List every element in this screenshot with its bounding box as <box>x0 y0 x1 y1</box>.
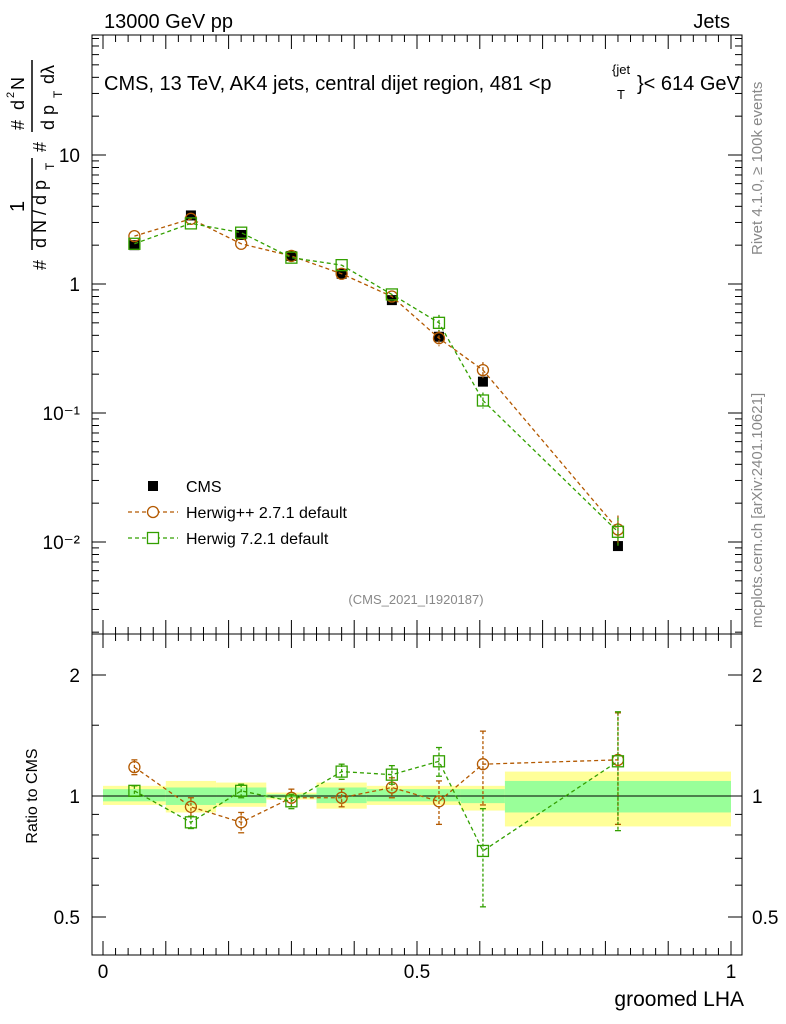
herwigpp-point <box>476 363 490 377</box>
ratio-herwig7-point <box>235 784 248 797</box>
mcplots-text: mcplots.cern.ch [arXiv:2401.10621] <box>749 393 766 628</box>
ratio-y-ticks <box>92 674 742 918</box>
ratio-band-green <box>103 789 166 802</box>
ratio-panel: 0.5 0.51 12 2 0 0.5 1 <box>54 633 779 983</box>
main-title-superscript: {jet <box>612 62 630 77</box>
main-title-text: CMS, 13 TeV, AK4 jets, central dijet reg… <box>104 73 552 95</box>
svg-text:N: N <box>8 77 28 90</box>
legend-item-cms: CMS <box>148 479 222 496</box>
svg-text:d N / d p: d N / d p <box>30 180 50 248</box>
main-y-ticks <box>92 38 742 633</box>
herwigpp-point <box>432 332 446 345</box>
ratio-y-tick-label-right: 2 <box>752 666 763 687</box>
svg-text:d p: d p <box>38 105 58 130</box>
herwigpp-point <box>128 229 141 243</box>
ratio-y-tick-labels: 0.5 0.5 1 1 2 2 <box>54 666 779 929</box>
svg-text:dλ: dλ <box>38 65 58 84</box>
ratio-series <box>128 711 625 908</box>
cms-data-point <box>236 229 247 240</box>
ratio-herwigpp-point <box>335 791 348 804</box>
svg-text:d: d <box>8 100 28 110</box>
svg-text:Herwig 7.2.1 default: Herwig 7.2.1 default <box>186 531 329 548</box>
ratio-herwig7-point <box>476 844 490 858</box>
herwig7-point <box>476 394 490 407</box>
ratio-herwigpp-point <box>432 795 446 808</box>
legend-item-herwigpp: Herwig++ 2.7.1 default <box>128 505 348 522</box>
ratio-y-tick-label-right: 0.5 <box>752 908 778 929</box>
svg-text:1: 1 <box>7 201 29 212</box>
jets-label: Jets <box>693 11 730 33</box>
main-series-line <box>134 218 619 530</box>
herwig7-point <box>235 226 248 239</box>
main-panel: 10⁻² 10⁻¹ 1 10 <box>43 34 743 635</box>
herwig7-point <box>128 237 141 250</box>
ratio-herwigpp-point <box>128 760 141 774</box>
herwig7-point <box>335 258 348 272</box>
main-series-line <box>134 222 619 533</box>
ratio-herwig7-point <box>285 795 298 808</box>
main-y-tick-label: 10⁻² <box>43 533 81 554</box>
main-x-ticks <box>102 35 732 634</box>
x-tick-labels: 0 0.5 1 <box>98 962 737 983</box>
main-title-tail: }< 614 GeV <box>637 73 741 95</box>
main-y-axis-label: # d N / d p T 1 # d p T dλ # d 2 N <box>5 60 65 270</box>
ratio-herwig7-point <box>128 784 141 797</box>
cms-data-point <box>129 240 140 251</box>
ratio-herwig7-point <box>385 768 399 781</box>
energy-label: 13000 GeV pp <box>104 11 233 33</box>
x-axis-label: groomed LHA <box>614 988 744 1011</box>
ratio-herwig7-point <box>335 765 348 778</box>
x-tick-label: 0 <box>98 962 109 983</box>
ratio-herwigpp-point <box>235 816 248 829</box>
legend: CMS Herwig++ 2.7.1 default Herwig 7.2.1 … <box>128 479 348 548</box>
svg-text:2: 2 <box>5 92 17 98</box>
cms-data-point <box>477 376 488 387</box>
svg-text:T: T <box>51 90 65 98</box>
main-y-tick-labels: 10⁻² 10⁻¹ 1 10 <box>43 146 81 554</box>
ratio-herwigpp-point <box>184 800 198 813</box>
svg-text:CMS: CMS <box>186 479 222 496</box>
main-title: CMS, 13 TeV, AK4 jets, central dijet reg… <box>104 62 741 102</box>
svg-text:#: # <box>30 142 50 152</box>
main-series <box>128 210 625 552</box>
ratio-y-tick-label-left: 0.5 <box>54 908 80 929</box>
main-y-tick-label: 10⁻¹ <box>43 404 81 425</box>
rivet-version-text: Rivet 4.1.0, ≥ 100k events <box>749 82 766 255</box>
main-y-tick-label: 10 <box>59 146 80 167</box>
main-y-tick-label: 1 <box>69 275 80 296</box>
ratio-herwig7-point <box>611 755 625 768</box>
x-tick-label: 0.5 <box>404 962 430 983</box>
ratio-y-axis-label: Ratio to CMS <box>24 748 41 843</box>
svg-text:#: # <box>30 260 50 270</box>
cms-data-point <box>286 250 297 261</box>
cms-data-point <box>185 210 196 221</box>
herwig7-point <box>432 316 446 329</box>
ratio-herwig7-point <box>432 755 446 768</box>
main-title-subscript: T <box>617 87 625 102</box>
x-tick-label: 1 <box>726 962 737 983</box>
cms-data-point <box>612 541 623 552</box>
herwigpp-point <box>335 267 348 280</box>
ratio-herwigpp-point <box>476 758 490 771</box>
ratio-y-tick-label-left: 1 <box>69 787 80 808</box>
analysis-watermark: (CMS_2021_I1920187) <box>348 592 483 607</box>
herwig7-point <box>611 525 625 538</box>
svg-text:T: T <box>43 162 57 170</box>
svg-text:#: # <box>8 120 28 130</box>
legend-item-herwig7: Herwig 7.2.1 default <box>128 531 329 548</box>
ratio-herwig7-point <box>184 816 198 829</box>
herwig7-point <box>285 251 298 264</box>
svg-text:Herwig++ 2.7.1 default: Herwig++ 2.7.1 default <box>186 505 348 522</box>
ratio-y-tick-label-right: 1 <box>752 787 763 808</box>
ratio-x-ticks <box>102 634 732 955</box>
herwig7-point <box>184 217 198 230</box>
ratio-y-tick-label-left: 2 <box>69 666 80 687</box>
herwig7-point <box>385 288 399 301</box>
